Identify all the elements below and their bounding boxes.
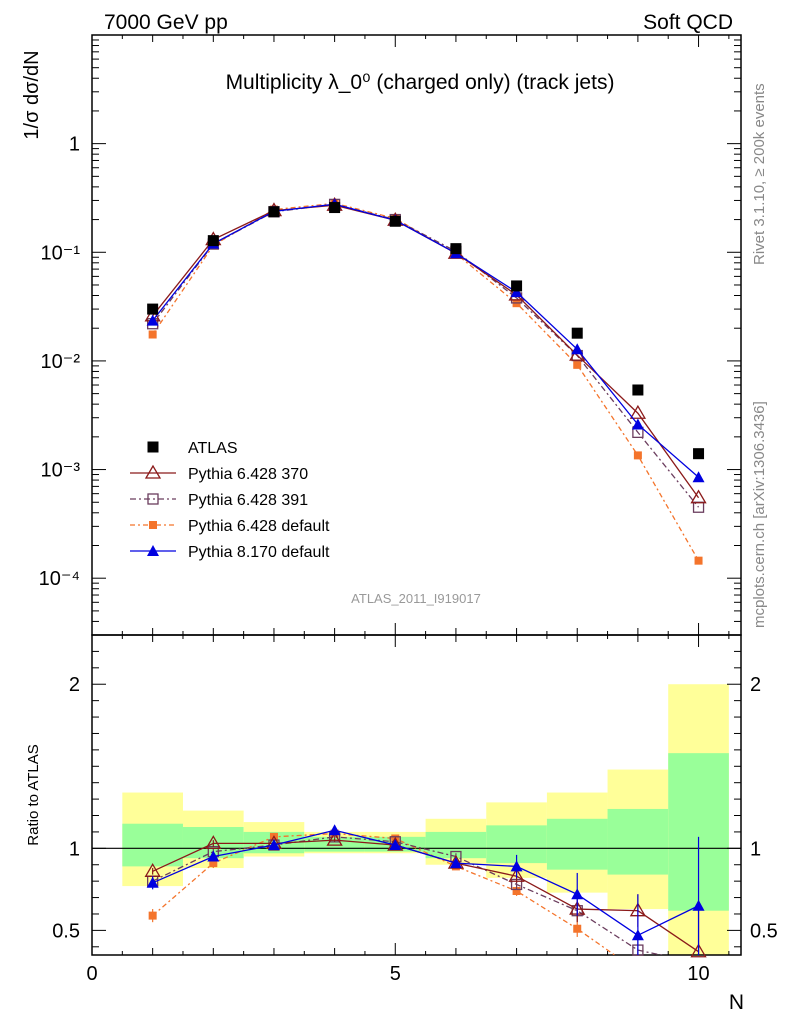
ratio-point-pythia-8-170-default-4: [328, 824, 341, 836]
point-atlas-1: [147, 303, 159, 315]
ratio-point-pythia-6-428-370-10: [690, 943, 707, 958]
legend-label-pythia-6-428-391: Pythia 6.428 391: [188, 492, 308, 509]
point-pythia-8-170-default-9: [631, 418, 644, 430]
ratio-y-tick-label-left: 0.5: [52, 920, 80, 942]
band-inner-1: [122, 823, 183, 867]
x-axis-label: N: [729, 991, 744, 1014]
main-ylabel: 1/σ dσ/dN: [21, 50, 43, 139]
y-tick-label-1e-1: 10⁻¹: [41, 242, 81, 264]
y-tick-label-1e-2: 10⁻²: [41, 351, 81, 373]
ratio-point-pythia-6-428-default-2: [209, 859, 218, 868]
legend: ATLAS Pythia 6.428 370 Pythia 6.428 391 Pyt…: [130, 440, 330, 561]
ratio-point-pythia-8-170-default-9: [631, 929, 644, 941]
y-tick-label-1: 1: [69, 134, 80, 156]
ratio-point-pythia-6-428-370-4: [326, 831, 343, 846]
rivet-label: Rivet 3.1.10, ≥ 200k events: [751, 83, 768, 265]
point-pythia-6-428-370-10: [690, 489, 707, 504]
ratio-point-pythia-8-170-default-2: [207, 850, 220, 862]
analysis-watermark: ATLAS_2011_I919017: [351, 591, 481, 606]
legend-label-atlas: ATLAS: [188, 440, 238, 457]
header-right: Soft QCD: [643, 11, 733, 34]
series-line-pythia-8-170-default: [152, 203, 699, 478]
ratio-point-pythia-6-428-370-7: [508, 867, 525, 882]
point-atlas-6: [450, 243, 462, 255]
y-tick-label-1e-4: 10⁻⁴: [39, 568, 80, 590]
x-tick-label: 0: [86, 963, 97, 985]
ratio-y-tick-label-left: 1: [69, 838, 80, 860]
ratio-point-pythia-6-428-370-2: [205, 835, 222, 850]
legend-marker-pythia-6-428-default: [149, 521, 157, 529]
point-atlas-3: [268, 206, 280, 218]
legend-label-pythia-6-428-default: Pythia 6.428 default: [188, 518, 330, 535]
ratio-point-pythia-8-170-default-3: [267, 839, 280, 851]
chart-title: Multiplicity λ_0⁰ (charged only) (track …: [226, 71, 615, 94]
ratio-point-pythia-8-170-default-6: [449, 857, 462, 869]
ratio-y-tick-label-right: 1: [750, 838, 761, 860]
ratio-y-tick-label-right: 2: [750, 674, 761, 696]
y-tick-label-1e-3: 10⁻³: [41, 460, 81, 482]
point-atlas-7: [511, 280, 523, 292]
point-atlas-2: [207, 235, 219, 247]
ratio-point-pythia-8-170-default-7: [510, 860, 523, 872]
ratio-point-pythia-6-428-default-7: [512, 887, 521, 895]
series-line-pythia-6-428-391: [152, 203, 700, 508]
ratio-point-pythia-8-170-default-1: [146, 876, 159, 888]
point-pythia-8-170-default-10: [692, 471, 705, 483]
legend-marker-atlas: [147, 441, 159, 453]
ratio-line-pythia-6-428-391: [152, 836, 664, 955]
legend-marker-pythia-6-428-370: [144, 464, 162, 479]
mcplots-label: mcplots.cern.ch [arXiv:1306.3436]: [751, 401, 768, 628]
point-pythia-6-428-default-8: [573, 360, 582, 369]
ratio-plot: 0.5 0.5 1 1 2 2 0 5 10: [52, 634, 778, 985]
band-inner-8: [546, 818, 608, 870]
point-atlas-4: [329, 202, 341, 214]
ratio-point-pythia-6-428-default-1: [148, 911, 157, 920]
legend-label-pythia-6-428-370: Pythia 6.428 370: [188, 466, 308, 483]
point-pythia-6-428-default-1: [148, 330, 157, 339]
point-pythia-8-170-default-7: [510, 286, 523, 298]
point-atlas-10: [693, 448, 705, 460]
ratio-point-pythia-8-170-default-8: [571, 888, 584, 900]
band-inner-9: [607, 808, 669, 875]
legend-marker-pythia-8-170-default: [147, 545, 159, 556]
point-pythia-6-428-370-9: [629, 404, 647, 419]
point-pythia-6-428-default-10: [694, 556, 703, 565]
ratio-frame: [91, 634, 742, 956]
ratio-point-pythia-8-170-default-10: [692, 899, 705, 911]
ratio-point-pythia-8-170-default-5: [389, 839, 402, 851]
ratio-line-pythia-8-170-default: [152, 829, 699, 937]
point-atlas-8: [571, 327, 583, 339]
ratio-y-tick-label-left: 2: [69, 674, 80, 696]
point-pythia-6-428-default-9: [633, 451, 642, 460]
x-tick-label: 5: [390, 963, 401, 985]
ratio-y-tick-label-right: 0.5: [750, 920, 778, 942]
point-pythia-8-170-default-8: [571, 343, 584, 355]
header-left: 7000 GeV pp: [104, 11, 228, 34]
legend-label-pythia-8-170-default: Pythia 8.170 default: [188, 544, 330, 561]
ratio-line-pythia-6-428-default: [152, 832, 616, 955]
ratio-point-pythia-6-428-default-8: [573, 924, 582, 933]
x-tick-label: 10: [687, 963, 709, 985]
point-pythia-8-170-default-1: [146, 314, 159, 326]
point-atlas-9: [632, 384, 644, 396]
ratio-ylabel: Ratio to ATLAS: [25, 744, 42, 845]
legend-marker-pythia-6-428-391: [147, 493, 159, 505]
point-atlas-5: [389, 215, 401, 227]
